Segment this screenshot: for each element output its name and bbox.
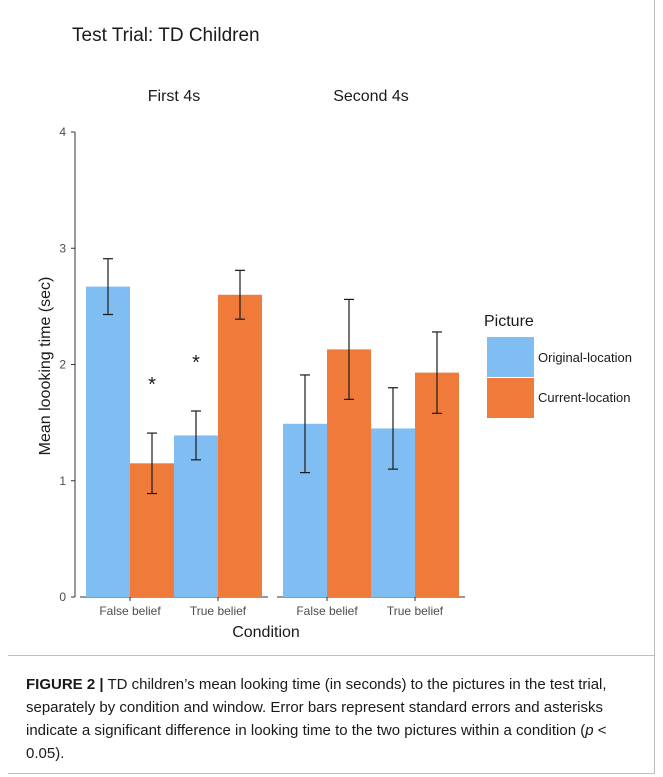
x-tick-label: True belief xyxy=(387,604,444,618)
bar-chart: Test Trial: TD Children First 4s False be… xyxy=(37,25,632,641)
bar xyxy=(174,435,218,597)
bar xyxy=(86,286,130,597)
panel-label: First 4s xyxy=(148,88,200,105)
significance-asterisk: * xyxy=(192,352,200,374)
x-axis-title: Condition xyxy=(232,624,300,641)
chart-panels: First 4s False belief True belief * * Second … xyxy=(80,88,465,618)
caption-p-symbol: p xyxy=(585,722,594,739)
caption-p-value: < 0.05). xyxy=(26,722,607,762)
y-tick-label: 1 xyxy=(59,474,66,488)
legend: Picture Original-location Current-locati… xyxy=(484,313,632,418)
x-tick-label: False belief xyxy=(99,604,161,618)
y-tick-label: 4 xyxy=(59,125,66,139)
y-axis-title: Mean loooking time (sec) xyxy=(37,277,54,456)
legend-swatch-original xyxy=(487,337,534,377)
chart-title: Test Trial: TD Children xyxy=(72,25,260,46)
y-axis: 0 1 2 3 4 xyxy=(59,125,76,604)
x-tick-label: False belief xyxy=(296,604,358,618)
caption-text: TD children’s mean looking time (in seco… xyxy=(26,676,607,739)
y-tick-label: 2 xyxy=(59,358,66,372)
legend-title: Picture xyxy=(484,313,534,330)
legend-label-current: Current-location xyxy=(538,390,631,405)
bar xyxy=(218,294,262,597)
panel-1: First 4s False belief True belief * * xyxy=(80,88,268,618)
panel-label: Second 4s xyxy=(333,88,409,105)
x-tick-label: True belief xyxy=(190,604,247,618)
legend-label-original: Original-location xyxy=(538,350,632,365)
figure-caption: FIGURE 2 | TD children’s mean looking ti… xyxy=(26,673,646,765)
y-tick-label: 0 xyxy=(59,590,66,604)
legend-swatch-current xyxy=(487,378,534,418)
significance-asterisk: * xyxy=(148,374,156,396)
caption-divider xyxy=(8,655,655,656)
figure-label: FIGURE 2 | xyxy=(26,676,104,693)
y-tick-label: 3 xyxy=(59,241,66,255)
figure-frame xyxy=(8,0,655,774)
panel-2: Second 4s False belief True belief xyxy=(277,88,465,618)
